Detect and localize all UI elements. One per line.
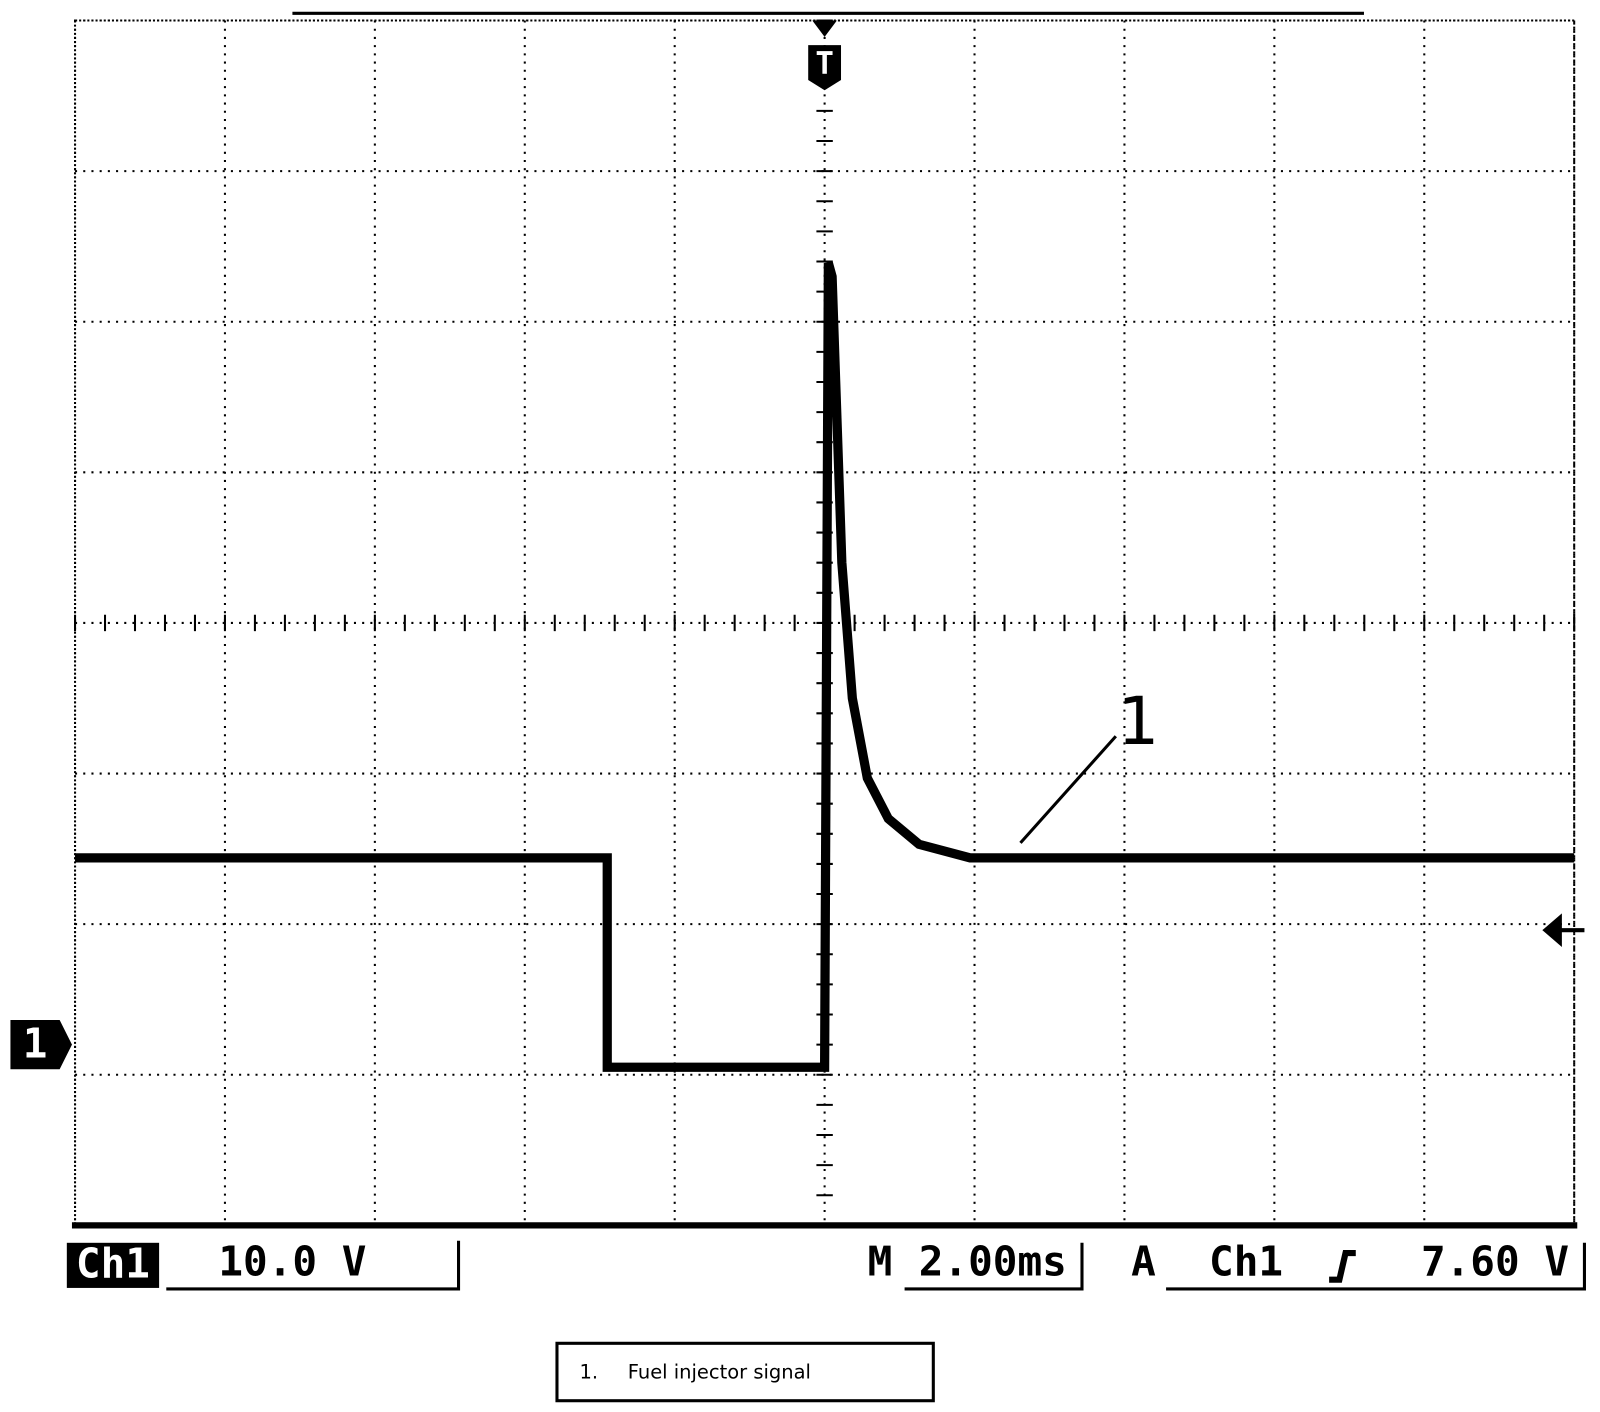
signal-trace (75, 261, 1575, 1072)
underline (1166, 1242, 1586, 1291)
annotation: 1 (1118, 684, 1160, 760)
channel-marker: 1 (23, 1020, 48, 1068)
trigger-level-arrow (1542, 913, 1585, 947)
m-label: M (868, 1237, 893, 1285)
time-per-div: 2.00ms (919, 1237, 1067, 1285)
legend-text: Fuel injector signal (628, 1361, 811, 1384)
trigger-badge (808, 45, 842, 91)
legend-box (555, 1341, 935, 1403)
legend-number: 1. (580, 1361, 599, 1384)
trigger-pointer (812, 20, 837, 37)
channel-badge (10, 1020, 72, 1070)
underline (904, 1242, 1084, 1291)
a-label: A (1131, 1237, 1156, 1285)
volts-per-div: 10.0 V (218, 1237, 366, 1285)
trigger-level-label: 7.60 V (1421, 1237, 1569, 1285)
channel-label: Ch1 (76, 1239, 150, 1287)
trigger-marker: T (815, 46, 834, 82)
slope-icon (1329, 1249, 1356, 1283)
channel-box (66, 1242, 160, 1288)
annotation-leader (1019, 735, 1117, 844)
trigger-source: Ch1 (1209, 1237, 1283, 1285)
underline (166, 1240, 461, 1291)
